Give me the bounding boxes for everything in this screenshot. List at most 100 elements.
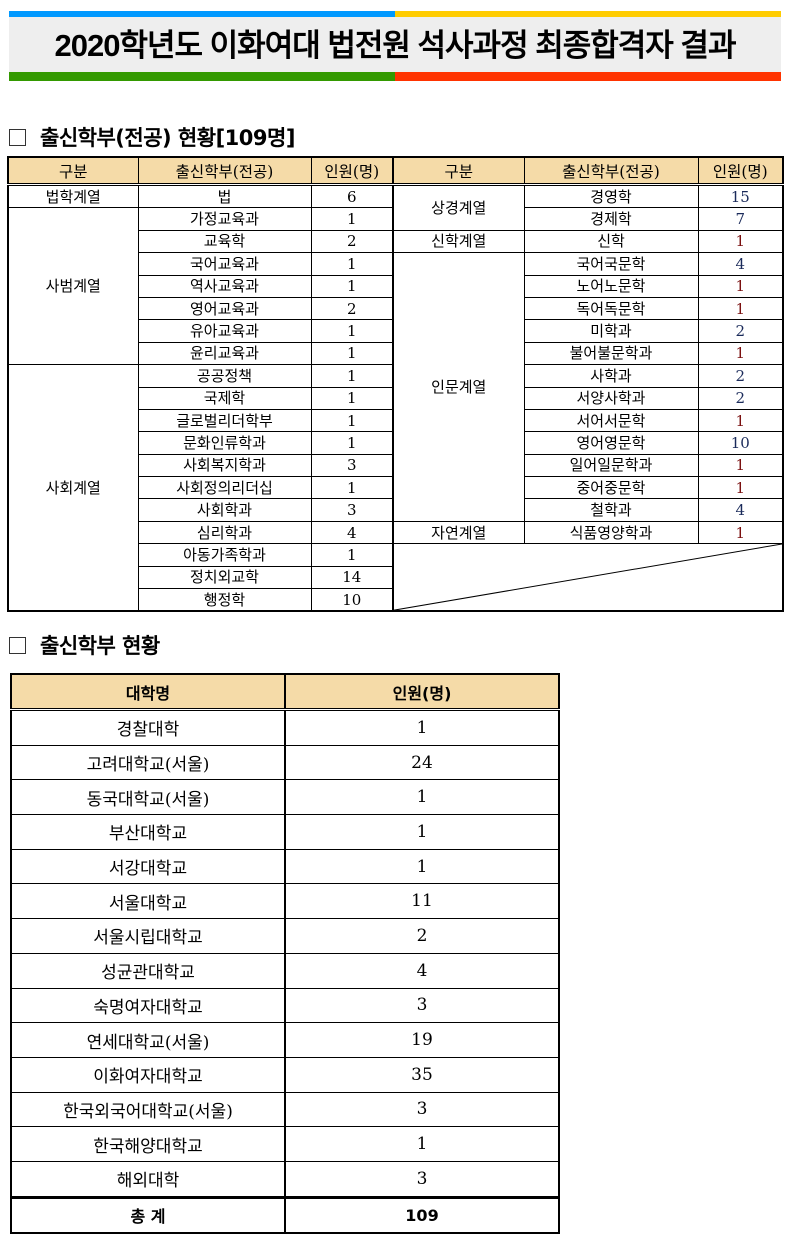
category-cell: 사범계열 [7,207,139,366]
major-cell: 사회학과 [137,498,312,522]
table-row: 영어교육과 2 독어독문학 1 [8,296,784,321]
school-name-cell: 서울대학교 [10,883,286,920]
count-cell: 1 [310,476,394,500]
major-cell: 경제학 [523,207,699,231]
table-row: 서울대학교 11 [10,883,560,920]
category-cell: 상경계열 [392,184,525,231]
school-name-cell: 해외대학 [10,1160,286,1198]
count-cell: 15 [697,183,784,209]
count-cell: 1 [697,229,784,254]
table-row: 사회계열 공공정책 1 사학과 2 [7,364,784,612]
category-cell: 인문계열 [392,252,525,522]
majors-table: 구분 출신학부(전공) 인원(명) 구분 출신학부(전공) 인원(명) 법학계열 법 6 상경계… [7,156,784,613]
table-row: 성균관대학교 4 [10,952,560,989]
count-cell: 1 [310,364,394,388]
table-row: 동국대학교(서울) 1 [10,779,560,816]
page-title: 2020학년도 이화여대 법전원 석사과정 최종합격자 결과 [54,28,737,63]
count-cell: 10 [697,431,784,455]
major-cell: 철학과 [523,498,699,522]
count-cell: 1 [697,520,784,545]
table-row: 사범계열 가정교육과 1 경제학 7 [7,207,784,366]
total-row: 총 계 109 [10,1195,560,1234]
section-heading-majors: 출신학부(전공) 현황[109명] [9,122,295,152]
table-row: 부산대학교 1 [10,814,560,850]
table-row: 심리학과 4 자연계열 식품영양학과 1 [8,520,784,545]
count-cell: 4 [697,498,784,522]
count-cell: 1 [310,319,394,343]
count-cell: 1 [310,543,394,567]
count-cell: 1 [697,296,784,321]
column-header: 인원(명) [284,673,560,711]
major-cell: 유아교육과 [137,319,312,343]
count-cell: 1 [284,779,560,816]
major-cell: 가정교육과 [137,207,312,231]
school-name-cell: 한국외국어대학교(서울) [10,1091,286,1128]
count-cell: 2 [310,296,394,321]
count-cell: 6 [310,183,394,209]
major-cell: 영어교육과 [137,296,312,321]
count-cell: 4 [310,520,394,545]
major-cell: 글로벌리더학부 [137,408,312,433]
school-name-cell: 연세대학교(서울) [10,1022,286,1058]
title-banner: 2020학년도 이화여대 법전원 석사과정 최종합격자 결과 [9,11,781,81]
count-cell: 10 [310,588,394,612]
count-cell: 2 [697,319,784,343]
major-cell: 공공정책 [137,364,312,388]
count-cell: 1 [310,386,394,410]
major-cell: 서어서문학 [523,408,699,433]
count-cell: 4 [697,252,784,276]
major-cell: 정치외교학 [137,565,312,590]
major-cell: 사회복지학과 [137,453,312,478]
major-cell: 사회정의리더십 [137,476,312,500]
banner-bar-green [9,72,395,81]
table-row: 경찰대학 1 [10,709,560,746]
major-cell: 역사교육과 [137,274,312,298]
school-name-cell: 이화여자대학교 [10,1056,286,1093]
table-row: 국제학 1 서양사학과 2 [8,386,784,410]
table-row: 서강대학교 1 [10,848,560,885]
table-row: 사회복지학과 3 일어일문학과 1 [8,453,784,478]
count-cell: 1 [310,341,394,366]
count-cell: 1 [284,1126,560,1162]
table-row: 글로벌리더학부 1 서어서문학 1 [8,408,784,433]
banner-bar-blue [9,11,395,17]
table-row: 서울시립대학교 2 [10,918,560,954]
checkbox-square-icon [9,128,26,146]
major-cell: 경영학 [523,183,699,209]
count-cell: 2 [284,918,560,954]
school-name-cell: 경찰대학 [10,709,286,746]
major-cell: 식품영양학과 [523,520,699,545]
count-cell: 2 [697,386,784,410]
count-cell: 3 [284,1091,560,1128]
category-cell: 법학계열 [7,183,139,209]
table-row: 이화여자대학교 35 [10,1056,560,1093]
table-row: 역사교육과 1 노어노문학 1 [8,274,784,298]
major-cell: 사학과 [523,364,699,388]
column-header: 구분 [7,156,139,186]
table-row: 아동가족학과 1 [8,543,784,612]
column-header: 출신학부(전공) [137,156,312,186]
count-cell: 3 [284,1160,560,1198]
checkbox-square-icon [9,636,26,654]
table-row: 문화인류학과 1 영어영문학 10 [8,431,784,455]
section-heading-schools: 출신학부 현황 [9,630,160,660]
school-name-cell: 부산대학교 [10,814,286,850]
count-cell: 2 [310,229,394,254]
count-cell: 2 [697,364,784,388]
major-cell: 국어교육과 [137,252,312,276]
table-row: 법학계열 법 6 상경계열 경영학 15 [7,183,784,231]
major-cell: 행정학 [137,588,312,612]
table-row: 사회정의리더십 1 중어중문학 1 [8,476,784,500]
column-header: 출신학부(전공) [523,156,699,186]
major-cell: 서양사학과 [523,386,699,410]
school-name-cell: 서울시립대학교 [10,918,286,954]
count-cell: 3 [310,453,394,478]
count-cell: 1 [697,476,784,500]
major-cell: 노어노문학 [523,274,699,298]
count-cell: 1 [310,274,394,298]
count-cell: 1 [284,709,560,746]
major-cell: 교육학 [137,229,312,254]
count-cell: 1 [310,207,394,231]
table-row: 한국해양대학교 1 [10,1126,560,1162]
banner-bar-red [395,72,781,81]
